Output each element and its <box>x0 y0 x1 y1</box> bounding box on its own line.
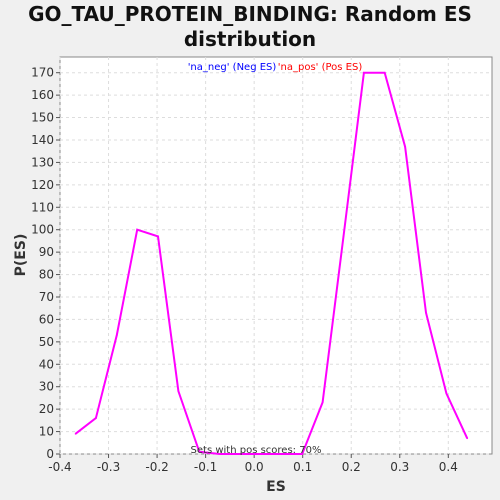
y-axis-label: P(ES) <box>13 234 29 277</box>
y-tick-label: 40 <box>39 357 54 371</box>
data-point <box>136 228 138 231</box>
y-tick-label: 30 <box>39 380 54 394</box>
x-tick-label: 0.3 <box>390 460 409 474</box>
data-point <box>466 437 469 440</box>
data-point <box>239 453 241 455</box>
data-point <box>425 311 427 314</box>
data-point <box>321 401 324 404</box>
x-tick-label: 0.1 <box>293 460 312 474</box>
data-point <box>74 433 77 435</box>
x-tick-label: 0.2 <box>342 460 361 474</box>
y-tick-label: 100 <box>31 223 54 237</box>
y-tick-label: 110 <box>31 200 54 214</box>
x-tick-label: 0.4 <box>439 460 458 474</box>
y-tick-label: 150 <box>31 111 54 125</box>
y-tick-label: 70 <box>39 290 54 304</box>
grid-lines <box>59 57 492 455</box>
x-tick-label: -0.2 <box>145 460 168 474</box>
y-axis-ticks: 0 10 20 30 40 50 60 70 80 90 100 110 120 130 140 150 160… <box>31 66 60 461</box>
data-point <box>218 453 221 455</box>
y-tick-label: 140 <box>31 133 54 147</box>
data-point <box>198 450 201 453</box>
series-layer <box>74 71 469 455</box>
y-tick-label: 20 <box>39 402 54 416</box>
data-point <box>383 71 386 74</box>
data-point <box>115 334 118 336</box>
y-tick-label: 170 <box>31 66 54 80</box>
chart-title-line-2: distribution <box>183 27 317 51</box>
data-point <box>404 145 406 148</box>
y-tick-label: 0 <box>46 447 54 461</box>
data-point <box>95 417 97 419</box>
y-tick-label: 90 <box>39 245 54 259</box>
data-point <box>363 71 365 74</box>
pos-scores-annotation: Sets with pos scores: 70% <box>191 445 322 456</box>
chart-title-line-1: GO_TAU_PROTEIN_BINDING: Random ES <box>28 2 472 26</box>
y-tick-label: 80 <box>39 268 54 282</box>
x-tick-label: -0.3 <box>97 460 120 474</box>
y-tick-label: 160 <box>31 88 54 102</box>
data-point <box>342 235 345 238</box>
data-point <box>280 453 283 455</box>
legend-entry-pos: 'na_pos' (Pos ES) <box>278 62 363 73</box>
y-tick-label: 130 <box>31 155 54 169</box>
x-tick-label: -0.4 <box>48 460 71 474</box>
data-point <box>301 453 304 455</box>
y-tick-label: 50 <box>39 335 54 349</box>
x-axis-ticks: -0.4 -0.3 -0.2 -0.1 0.0 0.1 0.2 0.3 0.4 <box>48 454 458 474</box>
legend-entry-neg: 'na_neg' (Neg ES) <box>188 62 277 73</box>
x-axis-label: ES <box>266 479 286 495</box>
data-point <box>157 235 159 238</box>
y-tick-label: 120 <box>31 178 54 192</box>
x-tick-label: 0.0 <box>245 460 264 474</box>
data-point <box>260 453 262 455</box>
es-distribution-line <box>74 71 469 455</box>
data-point <box>445 392 448 395</box>
y-tick-label: 60 <box>39 312 54 326</box>
plot-area <box>59 56 493 455</box>
y-tick-label: 10 <box>39 425 54 439</box>
x-tick-label: -0.1 <box>194 460 217 474</box>
chart-title: GO_TAU_PROTEIN_BINDING: Random ES distri… <box>0 2 500 52</box>
data-point <box>177 390 180 392</box>
